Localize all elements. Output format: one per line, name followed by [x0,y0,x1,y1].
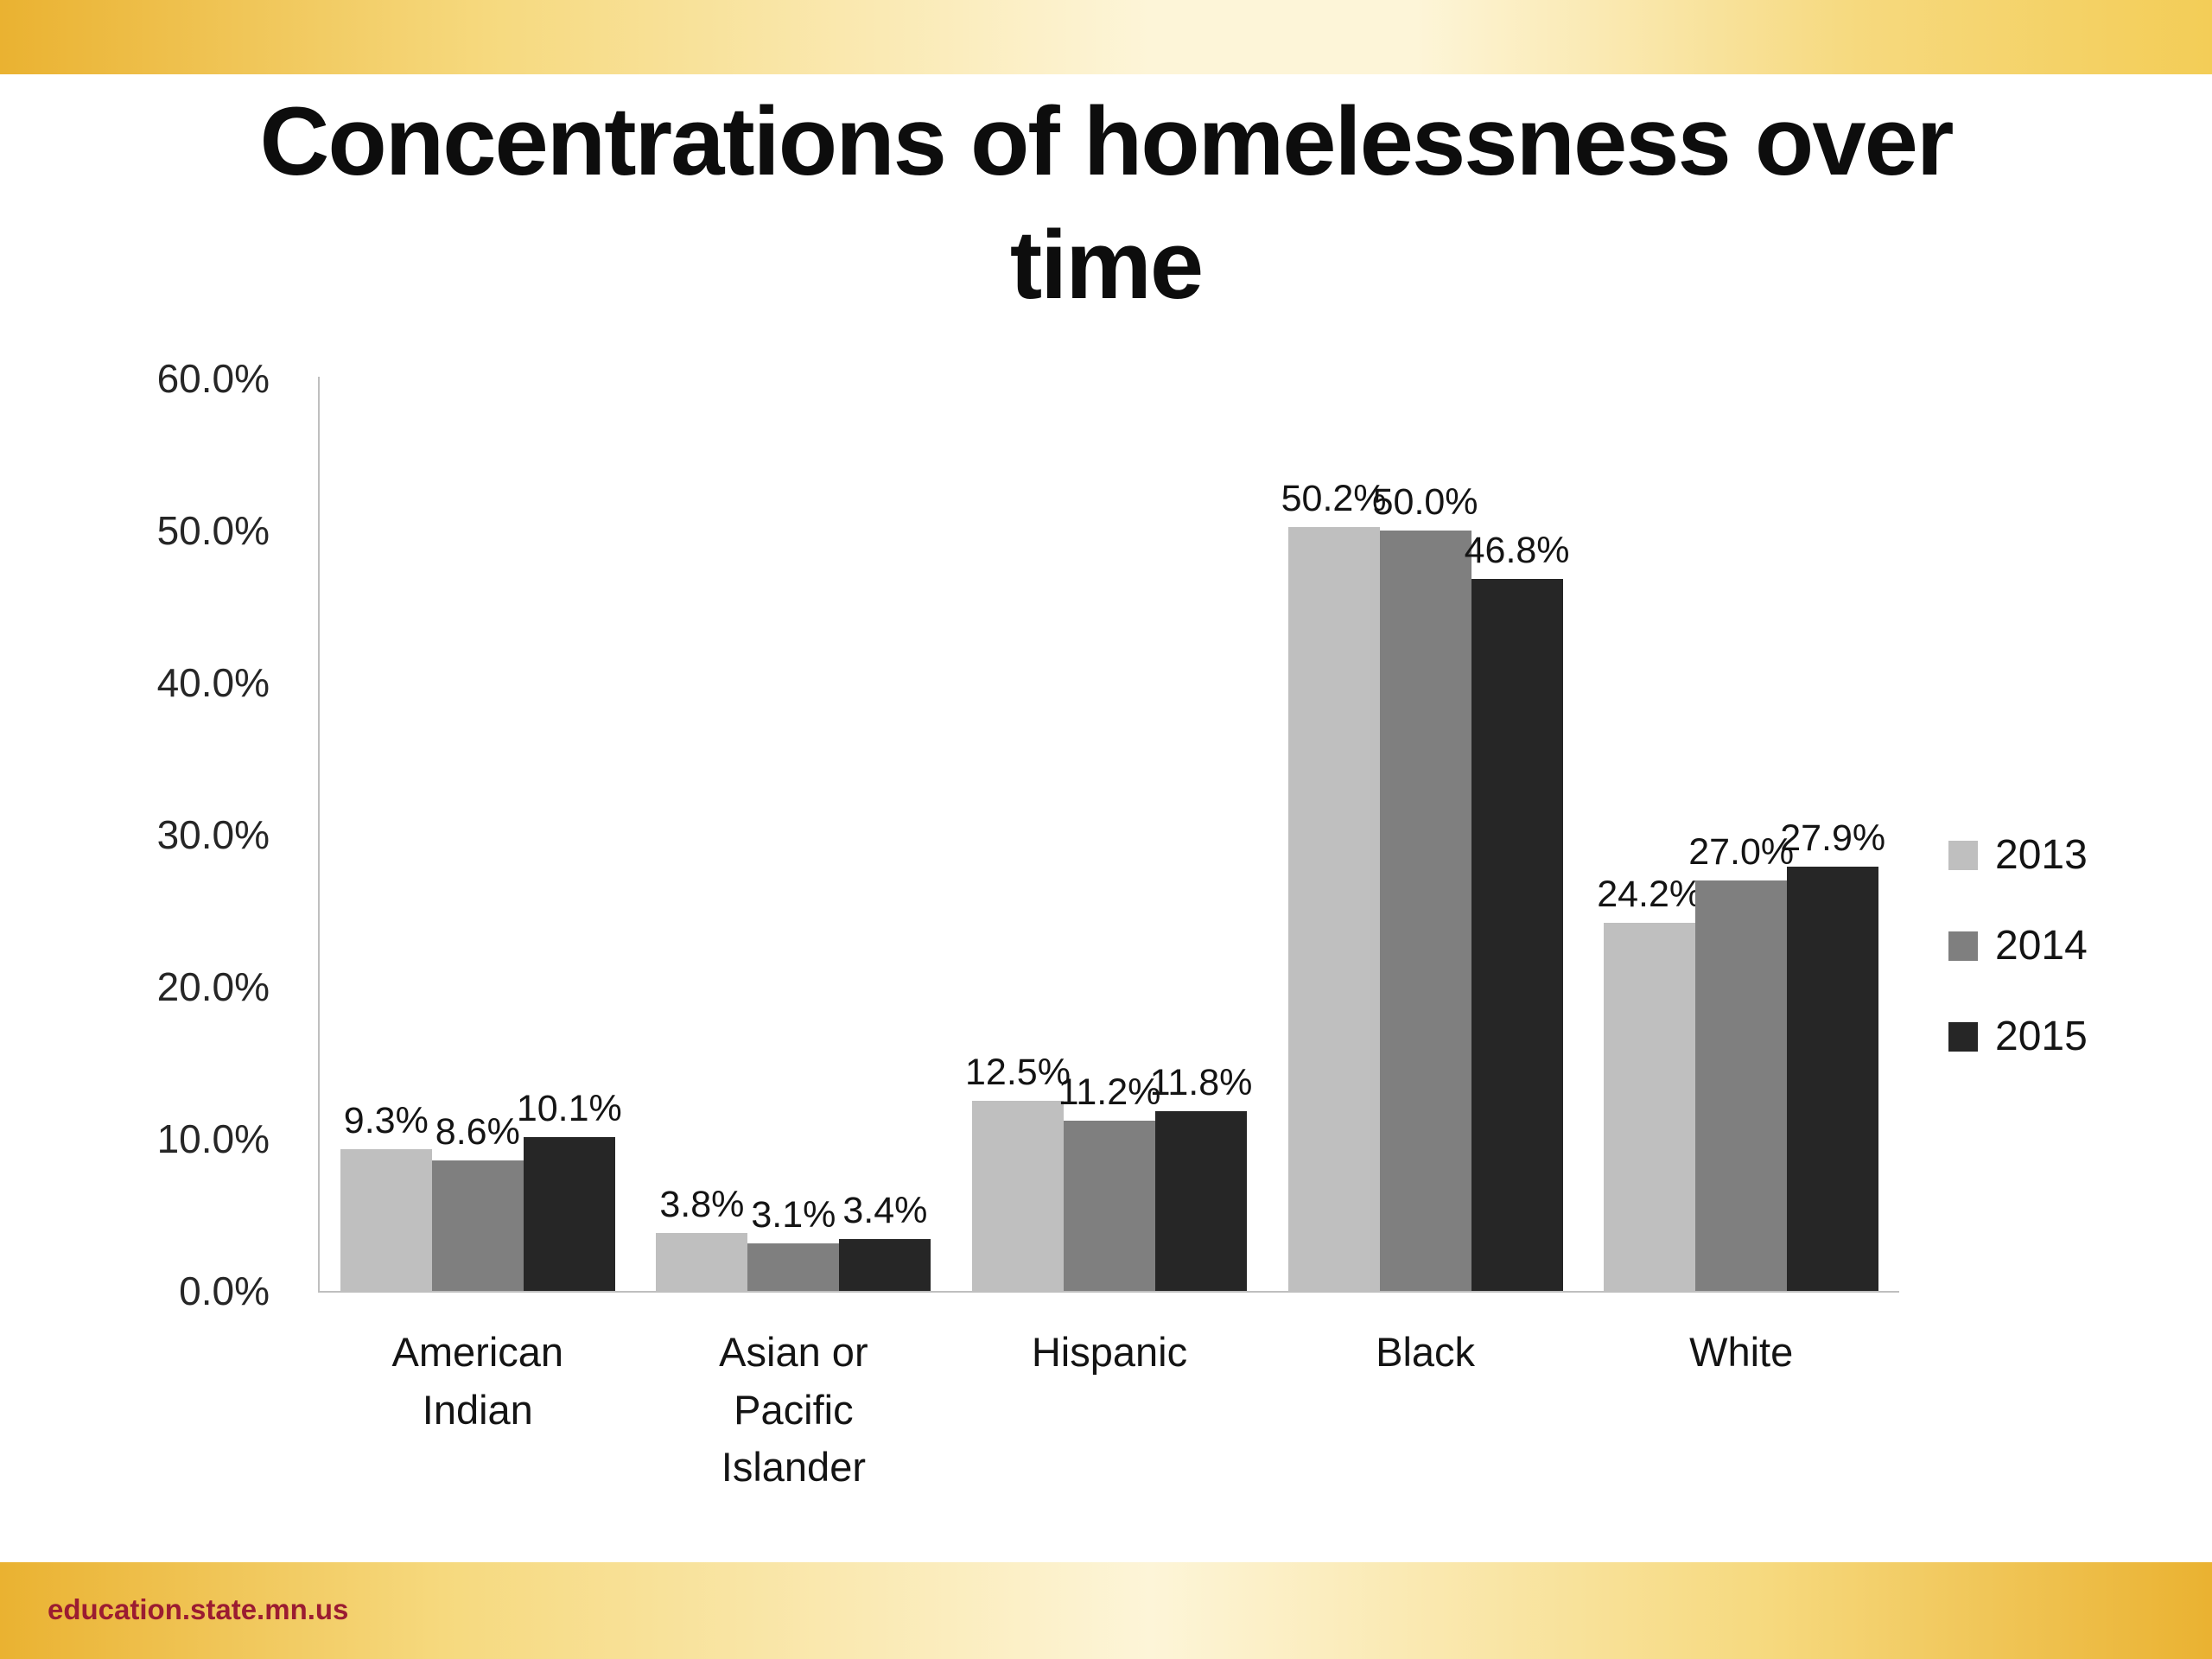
bar-2013-white: 24.2% [1597,874,1702,1291]
y-tick-label-20-0-: 20.0% [156,964,270,1009]
bar-value-label-2015-white: 27.9% [1780,817,1886,859]
legend-swatch-2014 [1948,931,1978,961]
legend-label-2013: 2013 [1995,832,2088,878]
bar-group-white: 24.2% 27.0% 27.9% [1583,378,1899,1291]
footer-url[interactable]: education.state.mn.us [48,1593,349,1625]
y-tick-label-50-0-: 50.0% [156,508,270,553]
bar-value-label-2013-american-indian: 9.3% [343,1100,429,1142]
legend-item-2013: 2013 [1948,831,2088,879]
bar-2013-american-indian: 9.3% [340,1100,432,1291]
category-label-hispanic: Hispanic [1031,1329,1188,1375]
legend-item-2015: 2015 [1948,1013,2088,1060]
category-label-asian-or-pacific-islander: Asian or Pacific Islander [719,1329,868,1491]
y-axis-tick-labels: 0.0% 10.0% 20.0% 30.0% 40.0% 50.0% 60.0% [0,356,270,1313]
category-label-black: Black [1376,1329,1476,1375]
legend-label-2014: 2014 [1995,923,2088,969]
bar-2015-asian-or-pacific-islander: 3.4% [839,1190,931,1291]
bar-value-label-2015-hispanic: 11.8% [1149,1062,1253,1104]
bar-group-black: 50.2% 50.0% 46.8% [1268,378,1584,1291]
bar-2014-hispanic: 11.2% [1058,1071,1160,1291]
bar-2013-black: 50.2% [1281,478,1387,1291]
bar-value-label-2014-white: 27.0% [1688,830,1795,873]
bar-group-american-indian: 9.3% 8.6% 10.1% [320,378,636,1291]
category-label-white: White [1689,1329,1794,1375]
bar-2014-black: 50.0% [1373,481,1478,1291]
y-tick-label-0-0-: 0.0% [179,1268,270,1313]
bar-value-label-2014-black: 50.0% [1372,481,1478,523]
plot-area: 9.3% 8.6% 10.1% 3.8% 3.1% 3.4% 12.5% 11.2% 11.8%… [320,378,1899,1291]
bar-chart: 0.0% 10.0% 20.0% 30.0% 40.0% 50.0% 60.0% 9.3% 8… [0,356,2212,1605]
bar-value-label-2014-american-indian: 8.6% [435,1110,520,1153]
bar-2015-black: 46.8% [1465,530,1570,1291]
y-tick-label-60-0-: 60.0% [156,356,270,401]
bar-value-label-2013-hispanic: 12.5% [965,1052,1071,1093]
slide-title-line2: time [1009,211,1204,320]
bar-value-label-2014-asian-or-pacific-islander: 3.1% [751,1194,836,1236]
bar-2014-american-indian: 8.6% [431,1111,524,1291]
bar-value-label-2015-asian-or-pacific-islander: 3.4% [842,1190,928,1232]
x-axis-line [318,1291,1899,1293]
bar-2013-asian-or-pacific-islander: 3.8% [656,1184,748,1291]
bar-2014-asian-or-pacific-islander: 3.1% [747,1194,840,1291]
bar-2014-white: 27.0% [1688,831,1794,1291]
slide-title: Concentrations of homelessness over time [43,79,2169,327]
legend-swatch-2013 [1948,840,1978,870]
category-label-american-indian: American Indian [391,1329,564,1433]
y-axis-line [318,377,320,1293]
bar-group-hispanic: 12.5% 11.2% 11.8% [951,378,1268,1291]
bar-value-label-2015-black: 46.8% [1464,530,1570,572]
y-tick-label-10-0-: 10.0% [156,1116,270,1161]
bar-group-asian-or-pacific-islander: 3.8% 3.1% 3.4% [636,378,952,1291]
top-accent-bar [0,0,2212,74]
x-axis-category-labels: American Indian Asian or Pacific Islander… [320,1324,1899,1497]
legend-swatch-2015 [1948,1021,1978,1052]
bar-2013-hispanic: 12.5% [965,1052,1071,1291]
bar-2015-hispanic: 11.8% [1150,1062,1252,1291]
y-tick-label-30-0-: 30.0% [156,812,270,857]
legend-label-2015: 2015 [1995,1014,2088,1059]
chart-legend: 2013 2014 2015 [1948,831,2088,1103]
slide-title-line1: Concentrations of homelessness over [259,87,1954,195]
bar-2015-american-indian: 10.1% [517,1088,622,1291]
bar-value-label-2013-black: 50.2% [1281,478,1387,520]
bar-value-label-2013-asian-or-pacific-islander: 3.8% [659,1184,745,1226]
bottom-accent-bar: education.state.mn.us [0,1562,2212,1659]
bar-2015-white: 27.9% [1780,817,1885,1291]
legend-item-2014: 2014 [1948,922,2088,969]
bar-value-label-2015-american-indian: 10.1% [516,1088,622,1130]
bar-value-label-2013-white: 24.2% [1597,874,1703,916]
bar-value-label-2014-hispanic: 11.2% [1058,1071,1161,1113]
y-tick-label-40-0-: 40.0% [156,660,270,705]
